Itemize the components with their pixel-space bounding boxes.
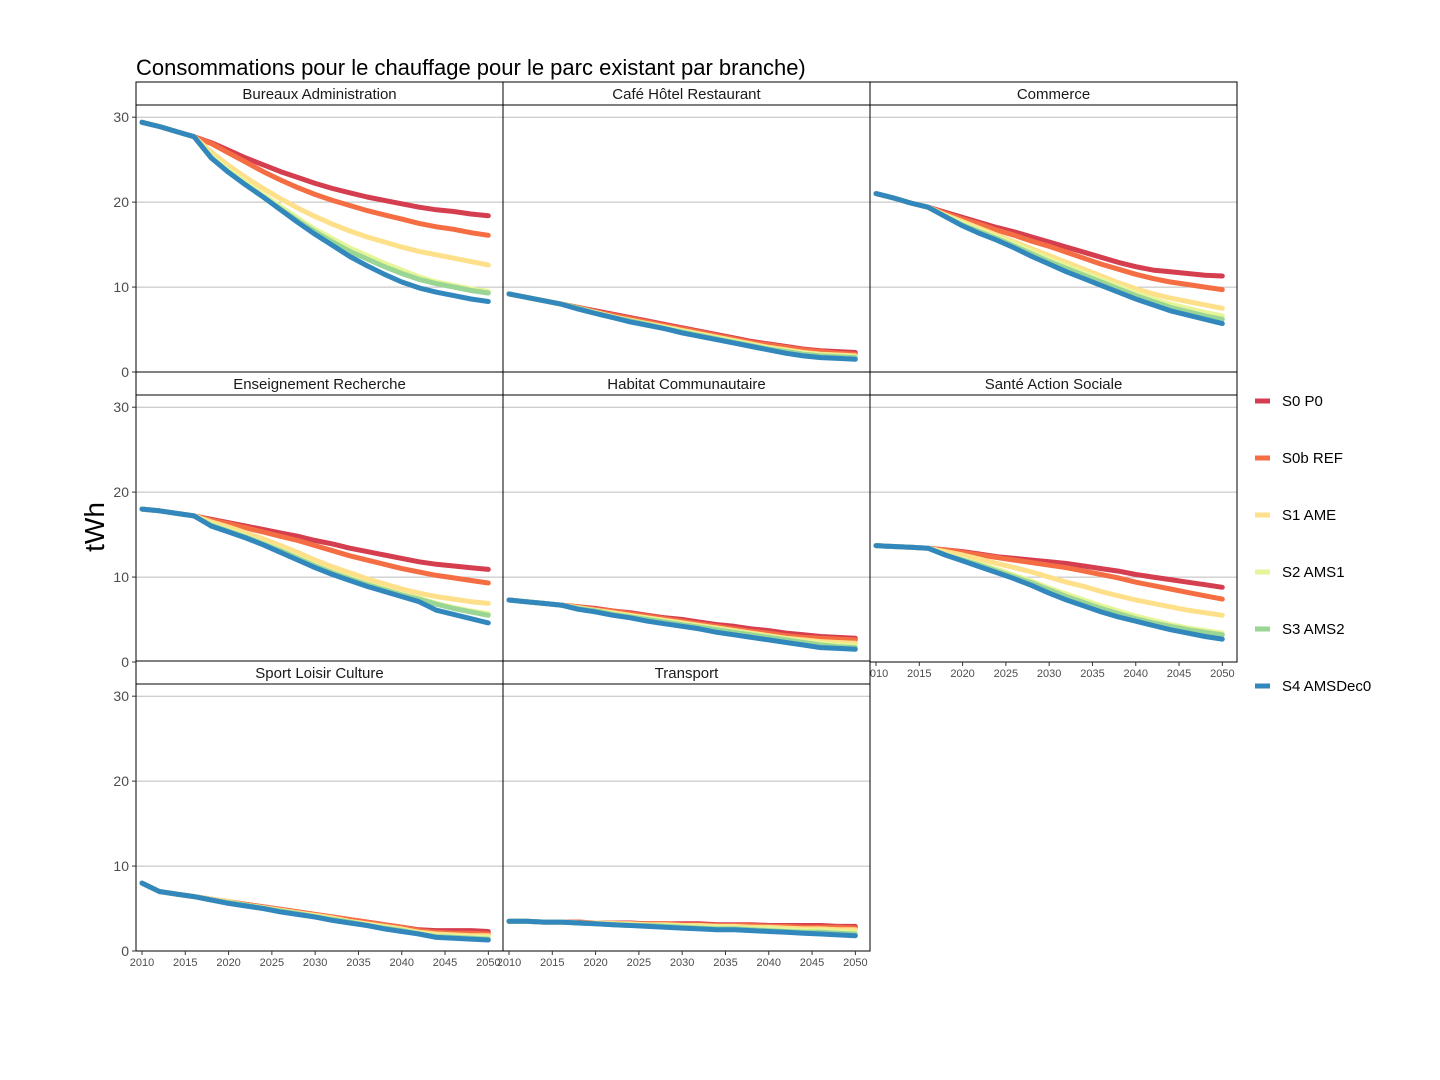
x-tick-label: 2035	[713, 957, 737, 969]
panel-bureaux-administration: Bureaux Administration 0 10 20 30	[113, 81, 504, 380]
y-tick-label: 0	[121, 943, 129, 959]
x-tick-label: 2045	[433, 957, 457, 969]
series-line-s4-amsdec0	[873, 543, 1225, 642]
x-tick-label: 2040	[390, 957, 414, 969]
legend-item-s0b-ref: S0b REF	[1255, 450, 1343, 467]
x-tick-label: 2045	[800, 957, 824, 969]
legend-label: S2 AMS1	[1282, 564, 1345, 581]
panel-habitat-communautaire: Habitat Communautaire	[502, 371, 871, 663]
x-tick-label: 2010	[497, 957, 521, 969]
panel-border	[869, 394, 1238, 663]
series-line-s1-ame	[873, 191, 1225, 311]
series-line-s4-amsdec0	[873, 191, 1225, 327]
legend-item-s0-p0: S0 P0	[1255, 393, 1323, 410]
legend-label: S0 P0	[1282, 393, 1323, 410]
panel-enseignement-recherche: Enseignement Recherche 0 10 20 30	[113, 371, 504, 670]
panel-border	[135, 394, 504, 663]
x-tick-label: 2030	[303, 957, 327, 969]
y-tick-label: 30	[113, 688, 129, 704]
x-tick-label: 2035	[1080, 668, 1104, 680]
x-tick-label: 2025	[627, 957, 651, 969]
series-line-s0-p0	[139, 880, 491, 934]
facet-strip-label: Santé Action Sociale	[985, 376, 1123, 393]
x-tick-label: 2035	[346, 957, 370, 969]
x-tick-label: 2050	[476, 957, 500, 969]
legend-item-s2-ams1: S2 AMS1	[1255, 564, 1345, 581]
series-line-s0b-ref	[139, 880, 491, 937]
facet-strip-label: Enseignement Recherche	[233, 376, 406, 393]
x-tick-label: 2045	[1167, 668, 1191, 680]
facet-strip-label: Bureaux Administration	[242, 86, 396, 103]
facet-strip-label: Transport	[655, 665, 719, 682]
series-line-s0b-ref	[139, 506, 491, 586]
series-line-s4-amsdec0	[139, 119, 491, 304]
y-tick-label: 10	[113, 279, 129, 295]
series-line-s1-ame	[139, 506, 491, 606]
x-tick-label: 2010	[130, 957, 154, 969]
panel-transport: Transport 2010 2015 2020 2025 2030 2035 2040 204…	[497, 660, 871, 969]
x-tick-label: 2015	[540, 957, 564, 969]
legend-item-s4-amsdec0: S4 AMSDec0	[1255, 678, 1371, 695]
x-tick-label: 2050	[843, 957, 867, 969]
y-tick-label: 30	[113, 399, 129, 415]
legend-item-s3-ams2: S3 AMS2	[1255, 621, 1345, 638]
y-tick-label: 0	[121, 654, 129, 670]
y-tick-label: 20	[113, 194, 129, 210]
legend-label: S0b REF	[1282, 450, 1343, 467]
panel-border	[135, 683, 504, 952]
x-tick-label: 2020	[216, 957, 240, 969]
facet-strip-label: Commerce	[1017, 86, 1090, 103]
series-line-s4-amsdec0	[139, 506, 491, 626]
x-tick-label: 2015	[907, 668, 931, 680]
x-tick-label: 2025	[260, 957, 284, 969]
series-line-s2-ams1	[139, 119, 491, 294]
panel-border	[502, 683, 871, 952]
panel-border	[869, 104, 1238, 373]
series-line-s1-ame	[139, 880, 491, 939]
x-tick-label: 2020	[950, 668, 974, 680]
legend-label: S1 AME	[1282, 507, 1336, 524]
panel-commerce: Commerce	[869, 81, 1238, 373]
x-tick-label: 2020	[583, 957, 607, 969]
y-tick-label: 0	[121, 364, 129, 380]
y-tick-label: 10	[113, 858, 129, 874]
series-line-s4-amsdec0	[506, 291, 858, 362]
y-axis-label: tWh	[79, 502, 110, 552]
series-line-s4-amsdec0	[139, 880, 491, 943]
legend-label: S3 AMS2	[1282, 621, 1345, 638]
x-tick-label: 2025	[994, 668, 1018, 680]
series-line-s4-amsdec0	[506, 918, 858, 939]
facet-strip-label: Café Hôtel Restaurant	[612, 86, 761, 103]
x-tick-label: 2040	[757, 957, 781, 969]
y-tick-label: 20	[113, 484, 129, 500]
series-line-s4-amsdec0	[506, 597, 858, 652]
panel-cafe-hotel-restaurant: Café Hôtel Restaurant	[502, 81, 871, 373]
legend-item-s1-ame: S1 AME	[1255, 507, 1336, 524]
x-tick-label: 2040	[1124, 668, 1148, 680]
y-tick-label: 20	[113, 773, 129, 789]
y-tick-label: 30	[113, 109, 129, 125]
x-tick-label: 2030	[1037, 668, 1061, 680]
legend: S0 P0 S0b REF S1 AME S2 AMS1 S3 AMS2 S4 AMSDe…	[1255, 393, 1371, 695]
x-tick-label: 2015	[173, 957, 197, 969]
chart-title: Consommations pour le chauffage pour le …	[136, 55, 806, 80]
x-tick-label: 2050	[1210, 668, 1234, 680]
facet-strip-label: Habitat Communautaire	[607, 376, 765, 393]
facet-strip-label: Sport Loisir Culture	[255, 665, 383, 682]
legend-label: S4 AMSDec0	[1282, 678, 1371, 695]
y-tick-label: 10	[113, 569, 129, 585]
x-tick-label: 2030	[670, 957, 694, 969]
